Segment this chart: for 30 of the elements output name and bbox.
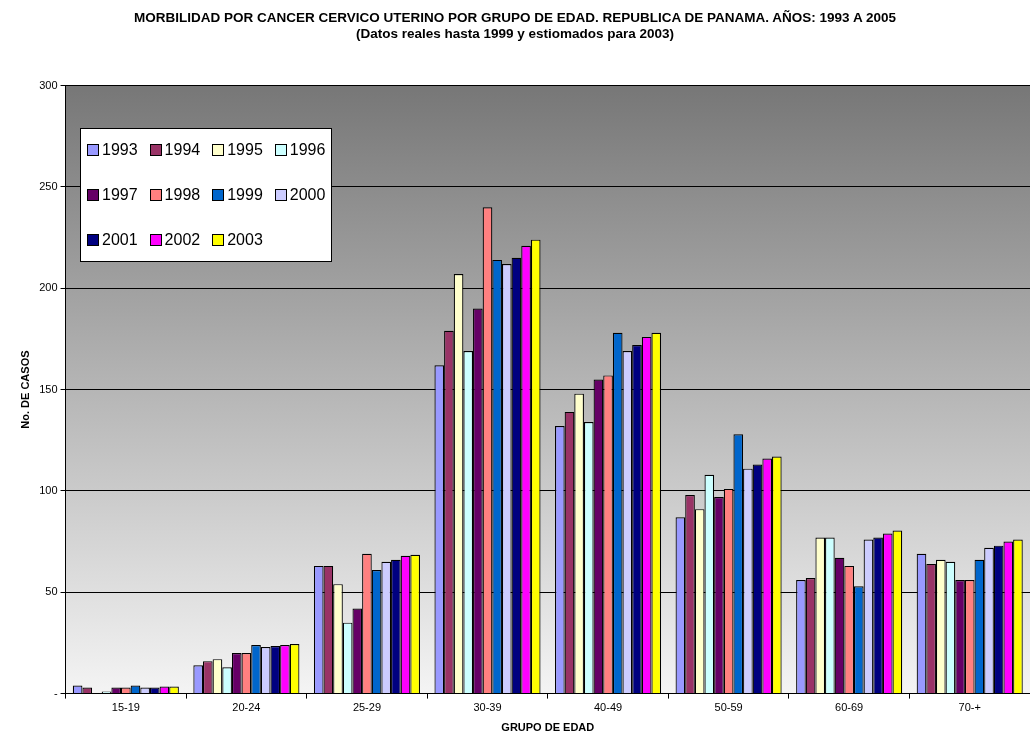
x-tick-label: 20-24 (232, 701, 261, 714)
legend-label: 1998 (164, 186, 201, 204)
y-tick-label: 250 (39, 179, 58, 192)
chart-title: MORBILIDAD POR CANCER CERVICO UTERINO POR GRUPO DE EDAD. REPUBLICA DE PANAMA. AÑOS: 1993 A 2005 (133, 10, 897, 26)
legend-label: 1999 (227, 186, 263, 204)
legend-label: 2002 (164, 231, 201, 249)
x-tick-label: 30-39 (473, 701, 502, 714)
x-tick-label: 50-59 (714, 701, 743, 714)
legend-label: 1996 (289, 141, 326, 159)
y-tick-label: 150 (39, 382, 58, 395)
legend-label: 2001 (102, 231, 138, 249)
x-axis-title: GRUPO DE EDAD (501, 721, 595, 734)
y-tick-label: 50 (45, 585, 58, 598)
legend-label: 1995 (227, 141, 263, 159)
x-tick-label: 15-19 (111, 701, 140, 714)
y-tick-label: - (53, 686, 58, 699)
legend-label: 2000 (289, 186, 326, 204)
y-tick-label: 300 (39, 78, 58, 91)
legend-label: 1994 (164, 141, 201, 159)
y-axis-title: No. DE CASOS (18, 350, 31, 429)
x-tick-label: 40-49 (593, 701, 623, 714)
legend-label: 1993 (102, 141, 138, 159)
legend-label: 1997 (102, 186, 138, 204)
y-tick-label: 200 (39, 281, 58, 294)
x-tick-label: 25-29 (352, 701, 382, 714)
x-tick-label: 70-+ (958, 701, 981, 714)
y-tick-label: 100 (39, 483, 58, 496)
x-tick-label: 60-69 (835, 701, 864, 714)
chart-subtitle: (Datos reales hasta 1999 y estiomados para 2003) (354, 26, 676, 42)
legend-label: 2003 (227, 231, 263, 249)
